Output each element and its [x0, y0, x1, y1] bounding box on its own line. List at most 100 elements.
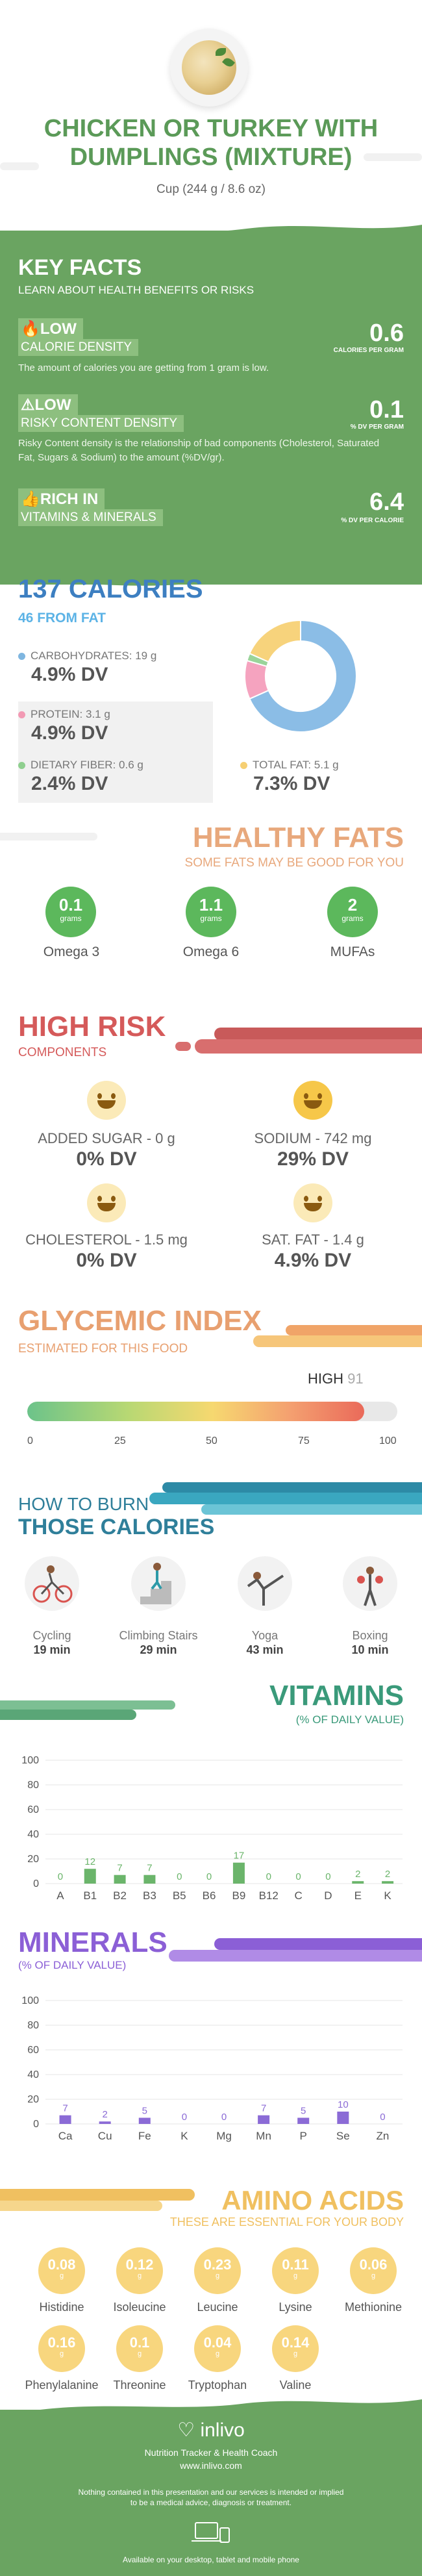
minerals-category-label: Se	[336, 2130, 350, 2142]
amino-circle-lysine: 0.11 g	[272, 2247, 319, 2294]
minerals-category-label: Mg	[216, 2130, 232, 2142]
footer-tagline: Nutrition Tracker & Health Coach	[144, 2447, 278, 2458]
vitamins-category-label: B1	[83, 1889, 97, 1902]
vitamins-category-label: B5	[173, 1889, 186, 1902]
cycling-icon	[25, 1556, 79, 1611]
page-title: CHICKEN OR TURKEY WITH DUMPLINGS (MIXTUR…	[0, 114, 422, 171]
decor-cloud	[364, 153, 422, 161]
warning-icon: ⚠	[21, 396, 35, 414]
vitamins-minerals-level: 👍RICH IN	[18, 488, 105, 511]
vitamins-bar-b2	[114, 1875, 126, 1884]
minerals-category-label: Cu	[98, 2130, 112, 2142]
protein-dot	[18, 711, 25, 719]
minerals-category-label: Mn	[256, 2130, 271, 2142]
amino-value: 0.16	[47, 2334, 76, 2351]
glycemic-bar-fill	[27, 1402, 364, 1421]
vitamins-value-label: 0	[325, 1871, 330, 1882]
nutrient-carbohydrates: CARBOHYDRATES: 19 g 4.9% DV	[18, 643, 213, 694]
title-line-1: CHICKEN OR TURKEY WITH	[43, 115, 379, 142]
vitamins-ytick: 20	[27, 1854, 39, 1865]
minerals-value-label: 7	[62, 2103, 68, 2114]
vitamins-value-label: 2	[355, 1869, 360, 1880]
vitamins-bar-b9	[232, 1862, 245, 1884]
amino-value: 0.23	[203, 2256, 232, 2273]
calorie-density-desc: The amount of calories you are getting f…	[18, 362, 269, 373]
decor-bar	[0, 1700, 175, 1710]
added-sugar-dv: 0% DV	[76, 1148, 137, 1170]
key-facts-title: KEY FACTS	[18, 255, 142, 280]
vitamins-value-label: 12	[84, 1856, 95, 1867]
smiley-icon	[87, 1081, 126, 1120]
thumbs-up-icon: 👍	[21, 490, 40, 508]
minerals-bar-chart: 0 20 40 60 80 100 7 Ca 2 Cu 5 Fe 0 K 0 Mg 7 Mn 5 P 10 Se 0 Zn	[21, 1995, 403, 2142]
amino-label-methionine: Methionine	[344, 2301, 403, 2314]
glycemic-subtitle: ESTIMATED FOR THIS FOOD	[18, 1342, 188, 1356]
minerals-value-label: 5	[142, 2106, 147, 2117]
amino-label-phenylalanine: Phenylalanine	[25, 2379, 99, 2392]
vitamins-ytick: 40	[27, 1829, 39, 1840]
vitamins-ytick: 80	[27, 1780, 39, 1791]
decor-bar	[162, 1482, 422, 1493]
decor-bar	[169, 1950, 422, 1962]
vitamins-category-label: E	[354, 1889, 362, 1902]
vitamins-category-label: B2	[113, 1889, 127, 1902]
calories-from-fat: 46 FROM FAT	[18, 611, 106, 625]
healthy-fats-title: HEALTHY FATS	[192, 822, 404, 853]
yoga-label: Yoga	[251, 1629, 279, 1642]
minerals-bar-se	[337, 2112, 349, 2124]
minerals-subtitle: (% OF DAILY VALUE)	[18, 1959, 127, 1971]
vitamins-category-label: B6	[203, 1889, 216, 1902]
footer-available: Available on your desktop, tablet and mo…	[123, 2555, 299, 2564]
vitamins-value-label: 0	[266, 1871, 271, 1882]
vitamins-bar-chart: 0204060801000A12B17B27B30B50B617B90B120C…	[21, 1755, 403, 1902]
calorie-density-label: CALORIE DENSITY	[18, 339, 139, 356]
minerals-bar-fe	[138, 2117, 151, 2124]
glycemic-tick: 100	[379, 1435, 397, 1446]
vitamins-value-label: 7	[117, 1863, 122, 1874]
minerals-value-label: 10	[338, 2099, 349, 2110]
mufas-label: MUFAs	[330, 944, 375, 959]
amino-circle-tryptophan: 0.04 g	[194, 2325, 241, 2372]
minerals-category-label: Fe	[138, 2130, 151, 2142]
amino-label-leucine: Leucine	[197, 2301, 238, 2314]
smiley-icon	[87, 1183, 126, 1222]
decor-bar	[201, 1504, 422, 1515]
minerals-bar-mn	[258, 2115, 270, 2124]
glycemic-tick: 25	[114, 1435, 126, 1446]
risky-density-level: ⚠LOW	[18, 394, 78, 416]
devices-icon	[190, 2520, 232, 2546]
vitamins-value-label: 0	[206, 1871, 212, 1882]
minerals-category-label: K	[180, 2130, 188, 2142]
sat-fat-label: SAT. FAT - 1.4 g	[262, 1231, 364, 1248]
amino-circle-threonine: 0.1 g	[116, 2325, 163, 2372]
minerals-bar-ca	[59, 2115, 71, 2124]
omega6-circle: 1.1 grams	[186, 887, 236, 937]
sat-fat-dv: 4.9% DV	[274, 1250, 352, 1271]
glycemic-tick: 50	[206, 1435, 217, 1446]
vitamins-category-label: B9	[232, 1889, 246, 1902]
amino-unit: g	[137, 2272, 142, 2280]
glycemic-bar	[27, 1402, 397, 1421]
minerals-value-label: 2	[102, 2109, 107, 2120]
cholesterol-label: CHOLESTEROL - 1.5 mg	[25, 1231, 188, 1248]
vitamins-minerals-value: 6.4	[369, 488, 404, 516]
climbing-stairs-icon	[131, 1556, 186, 1611]
vitamins-bar-b1	[84, 1869, 96, 1884]
amino-unit: g	[293, 2350, 298, 2358]
heart-logo-icon: ♡	[177, 2419, 195, 2441]
amino-unit: g	[215, 2350, 220, 2358]
food-image	[170, 29, 248, 107]
decor-bar	[214, 1028, 422, 1041]
calories-donut-chart	[244, 619, 357, 733]
climbing-stairs-minutes: 29 min	[140, 1643, 177, 1656]
amino-label-threonine: Threonine	[113, 2379, 166, 2392]
minerals-title: MINERALS	[18, 1926, 168, 1958]
footer-brand[interactable]: ♡ inlivo	[177, 2419, 245, 2441]
decor-bar	[0, 2189, 195, 2201]
boxing-minutes: 10 min	[351, 1643, 389, 1656]
calorie-density-unit: CALORIES PER GRAM	[333, 347, 404, 354]
footer-url[interactable]: www.inlivo.com	[180, 2460, 242, 2471]
amino-circle-histidine: 0.08 g	[38, 2247, 85, 2294]
burn-title-1: HOW TO BURN	[18, 1494, 149, 1514]
vitamins-category-label: D	[324, 1889, 332, 1902]
